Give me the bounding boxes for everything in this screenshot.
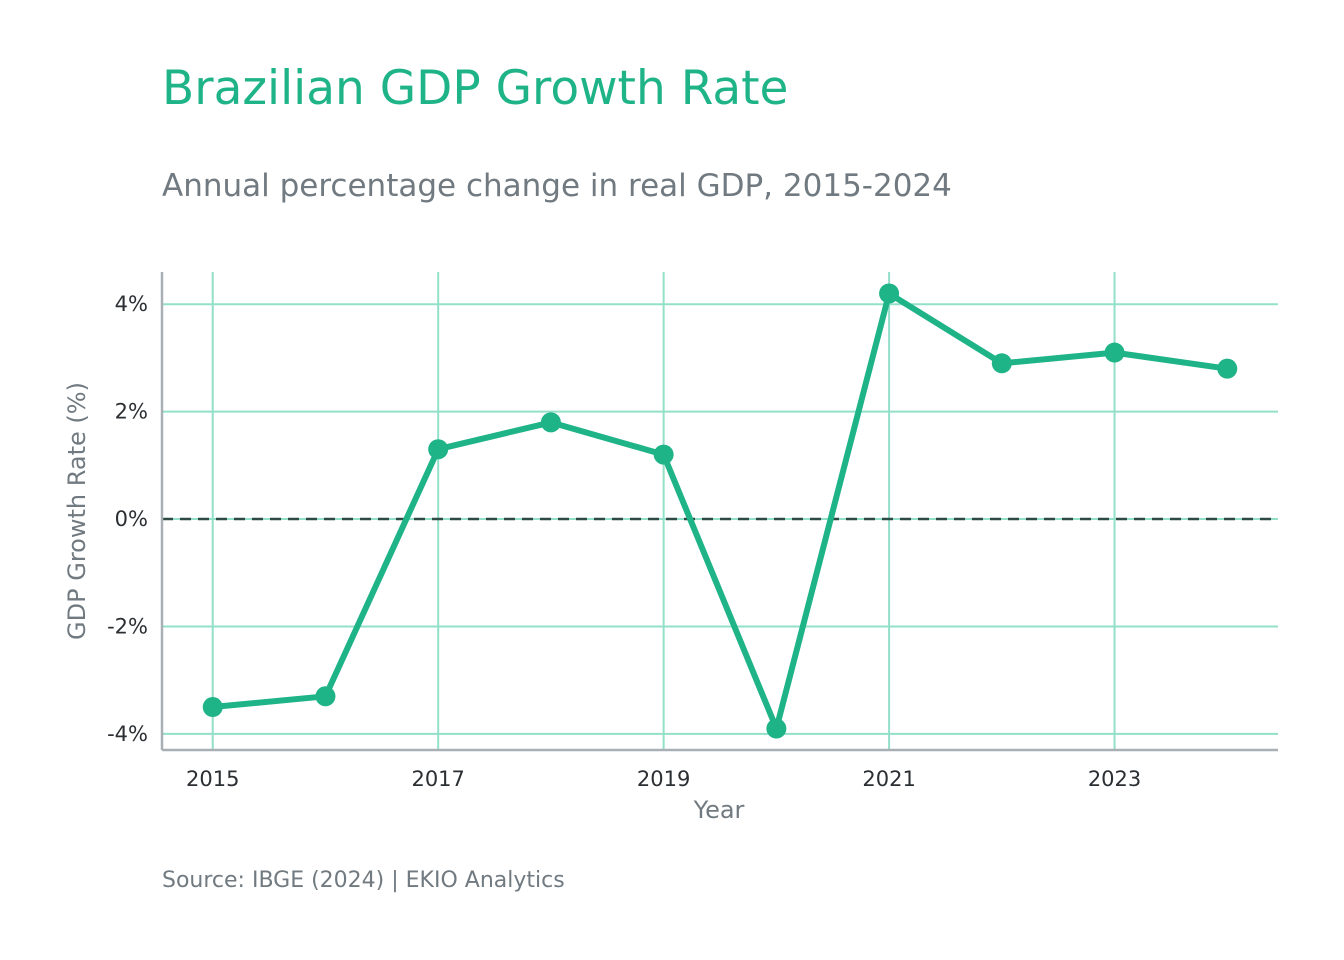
- data-point-2019: [653, 444, 674, 465]
- y-axis-title: GDP Growth Rate (%): [63, 382, 91, 640]
- x-tick-label-2017: 2017: [411, 767, 464, 791]
- y-tick-labels: -4% -2% 0% 2% 4%: [107, 292, 148, 746]
- y-gridlines: [162, 303, 1278, 735]
- y-tick-label-4: 4%: [115, 292, 148, 316]
- data-points: [202, 283, 1238, 739]
- data-point-2021: [879, 283, 900, 304]
- data-point-2017: [428, 439, 449, 460]
- data-point-2015: [202, 697, 223, 718]
- x-tick-labels: 2015 2017 2019 2021 2023: [186, 767, 1141, 791]
- x-tick-label-2015: 2015: [186, 767, 239, 791]
- y-tick-label-0: 0%: [115, 507, 148, 531]
- data-point-2016: [315, 686, 336, 707]
- x-axis-title: Year: [693, 796, 745, 824]
- chart-title: Brazilian GDP Growth Rate: [162, 61, 788, 116]
- chart-caption: Source: IBGE (2024) | EKIO Analytics: [162, 868, 565, 893]
- x-tick-label-2019: 2019: [637, 767, 690, 791]
- y-tick-label--2: -2%: [107, 614, 148, 638]
- x-gridlines: [211, 272, 1116, 750]
- x-tick-label-2021: 2021: [862, 767, 915, 791]
- data-point-2023: [1104, 342, 1125, 363]
- series-line-gdp-growth: [209, 290, 1231, 732]
- data-point-2022: [991, 353, 1012, 374]
- data-point-2020: [766, 718, 787, 739]
- x-tick-label-2023: 2023: [1088, 767, 1141, 791]
- data-point-2024: [1217, 358, 1238, 379]
- y-tick-label-2: 2%: [115, 400, 148, 424]
- data-point-2018: [540, 412, 561, 433]
- chart-subtitle: Annual percentage change in real GDP, 20…: [162, 168, 952, 204]
- y-tick-label--4: -4%: [107, 722, 148, 746]
